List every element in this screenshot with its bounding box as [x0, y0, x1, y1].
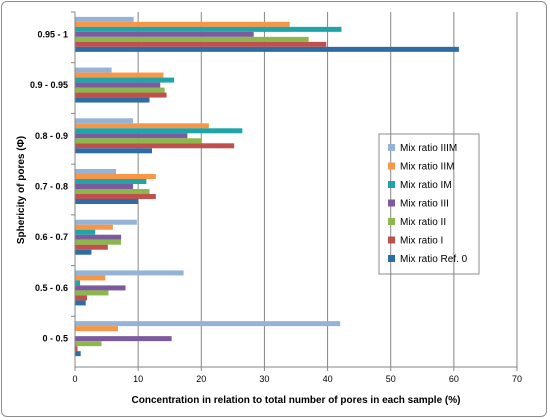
bar — [75, 92, 167, 98]
bar — [75, 67, 112, 73]
bar — [75, 184, 134, 189]
bar — [75, 41, 327, 47]
bar — [75, 326, 118, 332]
legend-box — [378, 133, 480, 275]
bar — [75, 295, 87, 301]
bar — [75, 26, 342, 32]
x-tick-label: 70 — [512, 374, 522, 384]
bar — [75, 97, 150, 103]
bar — [75, 82, 161, 88]
bar — [75, 77, 175, 83]
y-tick-label: 0.7 - 0.8 — [35, 182, 68, 192]
legend-label: Mix ratio I — [400, 236, 443, 247]
bar — [75, 229, 96, 235]
y-tick-label: 0.8 - 0.9 — [35, 131, 68, 141]
bar — [75, 16, 134, 22]
legend-swatch — [388, 162, 395, 170]
legend: Mix ratio IIIM Mix ratio IIM Mix ratio IM M… — [388, 143, 468, 265]
bar — [75, 128, 243, 134]
bar — [75, 72, 164, 78]
bar — [75, 280, 81, 286]
x-axis-title: Concentration in relation to total numbe… — [132, 395, 461, 406]
bar — [75, 249, 92, 255]
x-tick-label: 60 — [449, 374, 459, 384]
bar — [75, 239, 122, 245]
bar — [75, 123, 209, 129]
legend-label: Mix ratio IM — [400, 180, 452, 191]
bar — [75, 118, 134, 124]
legend-swatch — [388, 144, 395, 151]
bar — [75, 219, 137, 225]
legend-label: Mix ratio IIIM — [400, 143, 457, 154]
bar — [75, 341, 102, 347]
x-tick-label: 0 — [72, 374, 77, 384]
bar — [75, 31, 254, 37]
bars — [75, 16, 459, 357]
y-tick-label: 0.5 - 0.6 — [35, 283, 68, 293]
bar — [75, 174, 156, 179]
bar — [75, 336, 172, 342]
bar — [75, 321, 341, 327]
bar — [75, 36, 309, 42]
bar — [75, 224, 113, 230]
bar — [75, 143, 235, 149]
bar — [75, 275, 106, 281]
y-axis-title: Sphericity of pores (Φ) — [16, 136, 27, 244]
bar — [75, 148, 153, 154]
x-tick-label: 20 — [196, 374, 206, 384]
bar — [75, 169, 117, 174]
legend-swatch — [388, 218, 395, 225]
legend-label: Mix ratio IIM — [400, 162, 454, 173]
x-tick-label: 50 — [386, 374, 396, 384]
bar — [75, 300, 86, 306]
legend-label: Mix ratio II — [400, 217, 446, 228]
bar — [75, 46, 459, 52]
bar — [75, 285, 126, 291]
x-tick-label: 10 — [133, 374, 143, 384]
legend-swatch — [388, 236, 395, 244]
x-tick-labels: 0 10 20 30 40 50 60 70 — [72, 374, 522, 384]
bar — [75, 189, 150, 194]
bar — [75, 346, 78, 352]
bar — [75, 199, 139, 204]
y-tick-label: 0.9 - 0.95 — [30, 80, 68, 90]
y-tick-label: 0 - 0.5 — [42, 334, 68, 344]
bar — [75, 351, 81, 357]
y-tick-label: 0.95 - 1 — [37, 29, 68, 39]
y-tick-label: 0.6 - 0.7 — [35, 232, 68, 242]
bar — [75, 138, 202, 144]
legend-swatch — [388, 181, 395, 188]
y-tick-labels: 0.95 - 1 0.9 - 0.95 0.8 - 0.9 0.7 - 0.8 0.6 … — [30, 11, 75, 344]
bar — [75, 21, 290, 27]
bar — [75, 87, 165, 93]
bar — [75, 133, 188, 139]
legend-swatch — [388, 199, 395, 207]
bar — [75, 234, 122, 240]
bar — [75, 270, 184, 276]
legend-swatch — [388, 255, 395, 262]
legend-label: Mix ratio Ref. 0 — [400, 254, 468, 265]
bar — [75, 290, 109, 296]
x-tick-label: 40 — [323, 374, 333, 384]
bar — [75, 179, 147, 184]
x-tick-label: 30 — [259, 374, 269, 384]
bar — [75, 244, 108, 250]
bar — [75, 194, 156, 199]
legend-label: Mix ratio III — [400, 199, 449, 210]
